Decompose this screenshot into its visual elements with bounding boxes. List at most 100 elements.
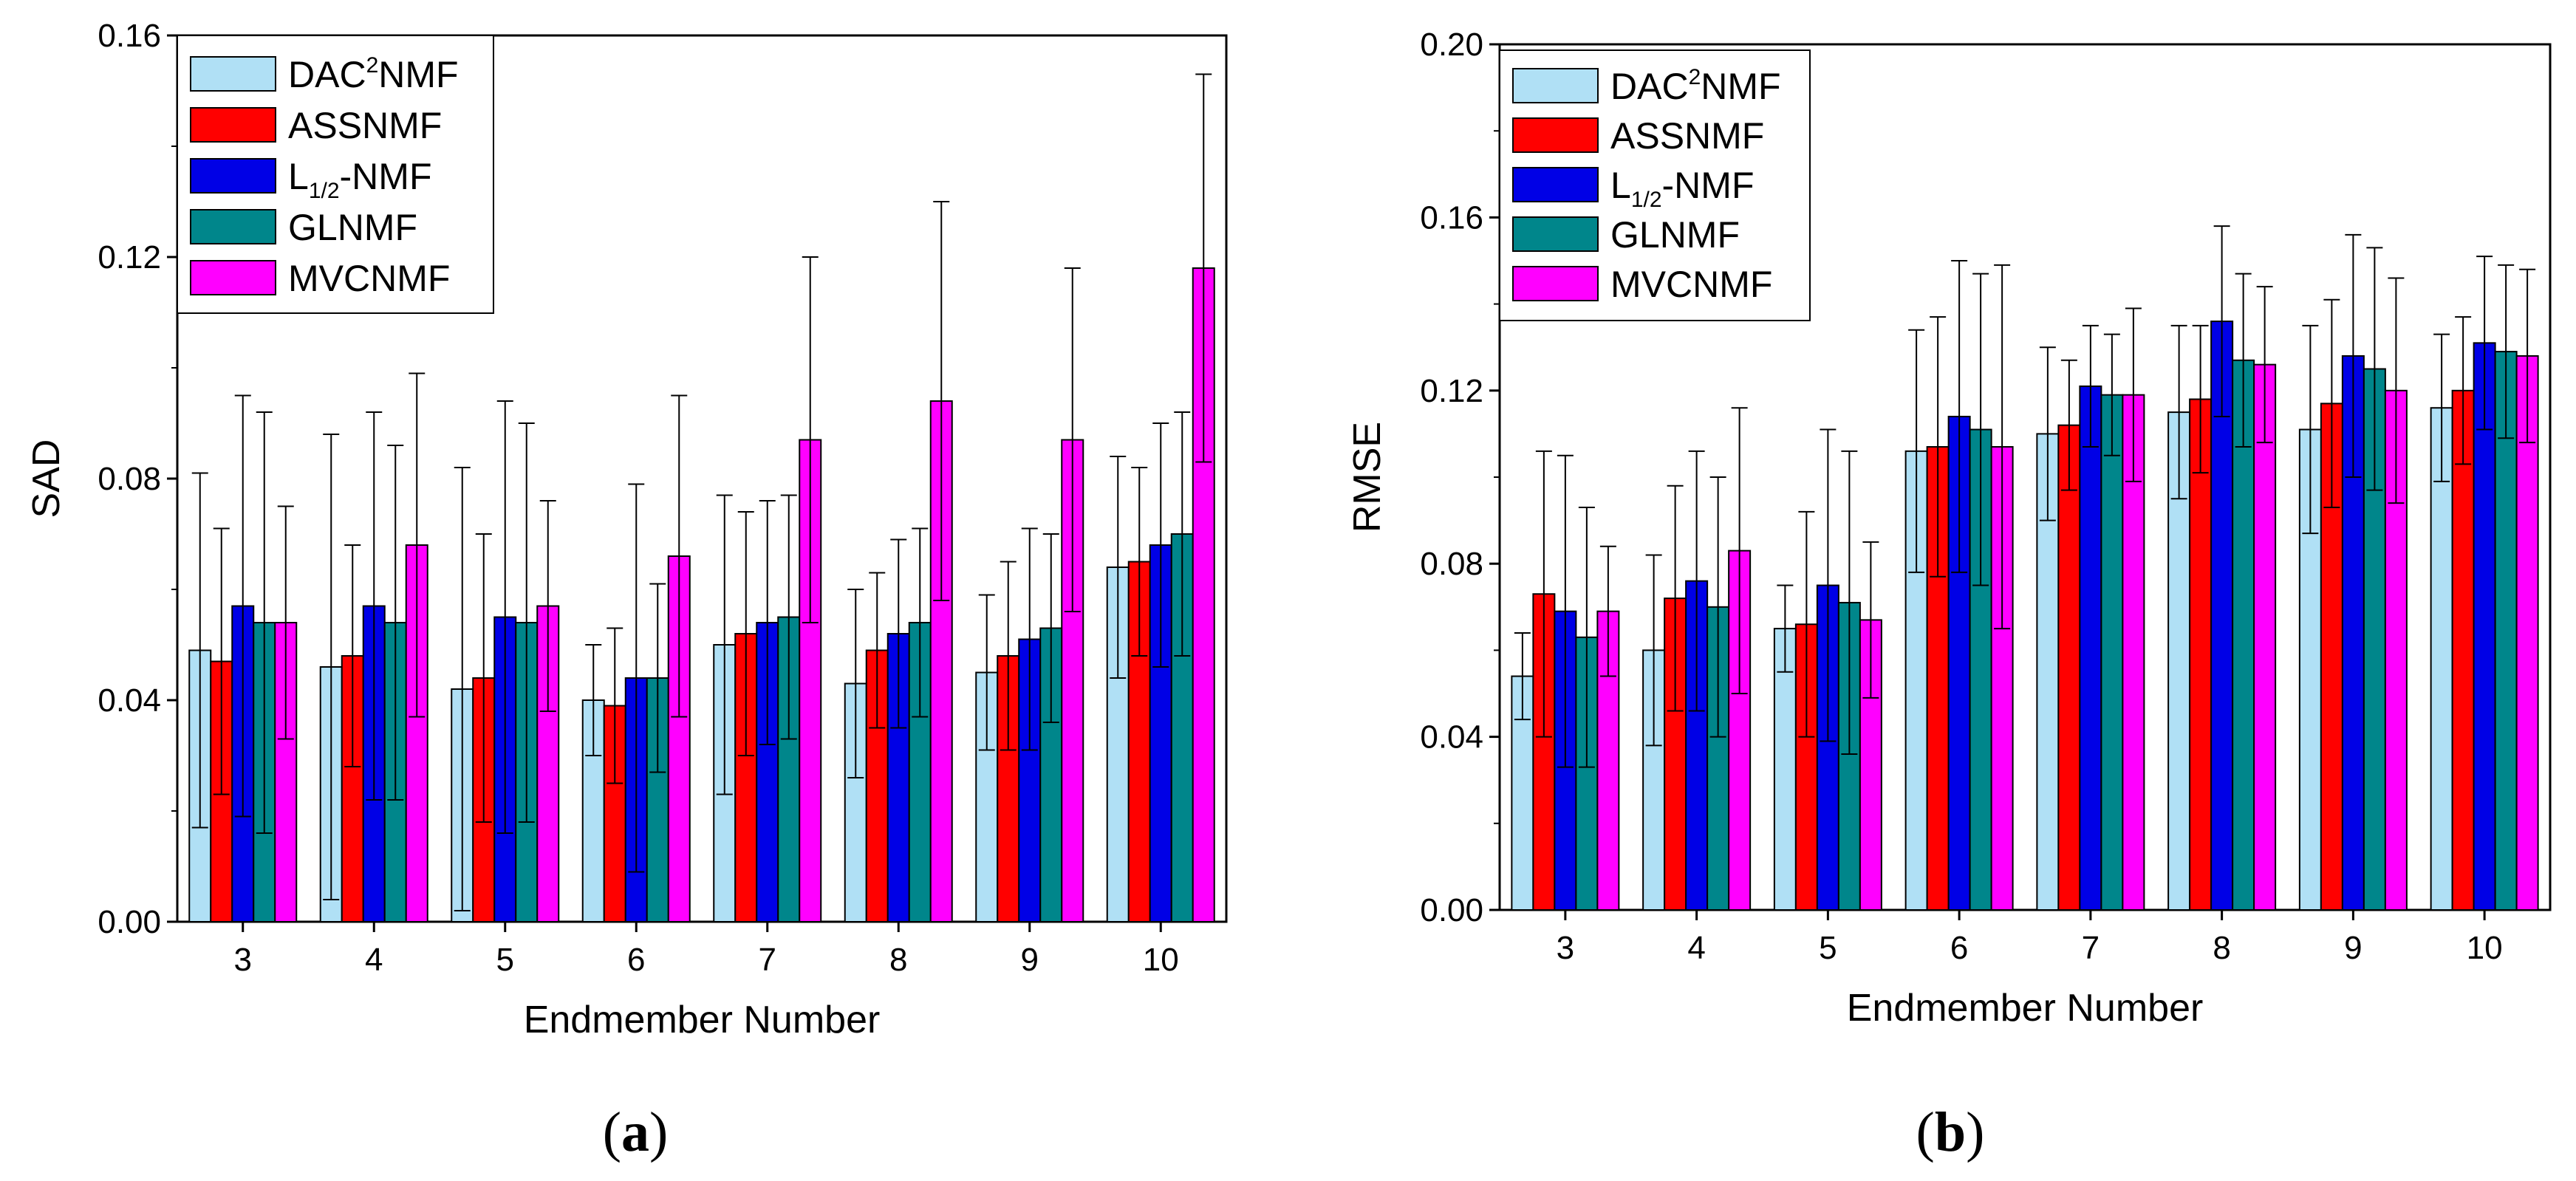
error-bar <box>1110 456 1127 679</box>
error-bar <box>2170 324 2187 500</box>
error-bar <box>1930 316 1947 578</box>
error-bar <box>191 472 208 829</box>
y-tick-label: 0.12 <box>98 239 161 275</box>
error-bar <box>1514 631 1531 721</box>
legend-swatch <box>1512 266 1599 301</box>
error-bar <box>2519 268 2536 444</box>
y-tick-label: 0.04 <box>98 682 161 719</box>
error-bar <box>454 467 471 911</box>
bar-mvcnmf-8 <box>2253 363 2277 911</box>
error-bar <box>2125 307 2142 482</box>
bar-assnmf-8 <box>2189 398 2213 911</box>
x-tick-label: 4 <box>365 942 383 978</box>
error-bar <box>496 400 513 834</box>
error-bar <box>1972 273 1989 586</box>
chart-panel-a: 0.00 0.04 0.08 0.12 0.16 3 4 5 6 7 8 9 10 DAC2NMF ASSN… <box>25 18 1228 1163</box>
error-bar <box>2366 247 2383 491</box>
error-bar <box>1174 411 1191 657</box>
bar-dac2nmf-9 <box>2298 428 2322 911</box>
error-bar <box>1599 545 1616 677</box>
error-bar <box>1709 476 1726 738</box>
error-bar <box>234 394 251 818</box>
bar-l12nmf-7 <box>2079 385 2102 911</box>
legend-label: ASSNMF <box>1610 115 1764 157</box>
error-bar <box>409 372 426 718</box>
legend-swatch <box>1512 216 1599 252</box>
bar-assnmf-7 <box>2057 424 2081 911</box>
error-bar <box>737 511 754 756</box>
bar-assnmf-10 <box>2451 389 2475 911</box>
legend-label: GLNMF <box>288 207 417 248</box>
legend-swatch <box>190 260 276 295</box>
y-tick-label: 0.20 <box>1420 27 1483 63</box>
error-bar <box>1688 450 1705 712</box>
x-tick-label: 3 <box>1557 930 1574 966</box>
legend-swatch <box>190 56 276 92</box>
error-bar <box>649 583 666 773</box>
error-bar <box>1152 422 1169 668</box>
error-bar <box>1557 454 1574 768</box>
error-bar <box>2476 256 2493 431</box>
x-tick-label: 9 <box>1021 942 1039 978</box>
legend-label: L1/2-NMF <box>288 156 431 203</box>
error-bar <box>518 422 535 823</box>
x-axis-title: Endmember Number <box>524 999 881 1041</box>
error-bar <box>1064 267 1081 612</box>
x-tick-label: 10 <box>1143 942 1179 978</box>
error-bar <box>585 644 602 756</box>
error-bar <box>978 594 995 751</box>
error-bar <box>256 411 273 834</box>
bar-dac2nmf-5 <box>1773 628 1797 911</box>
error-bar <box>912 527 929 718</box>
error-bar <box>2039 346 2056 521</box>
error-bar <box>2433 333 2450 482</box>
error-bar <box>539 500 556 712</box>
error-bar <box>2060 359 2077 491</box>
error-bar <box>2192 324 2209 474</box>
legend-label: L1/2-NMF <box>1610 165 1754 212</box>
error-bar <box>628 483 645 873</box>
y-tick-label: 0.04 <box>1420 719 1483 756</box>
legend-label: DAC2NMF <box>288 53 459 95</box>
y-tick-label: 0.12 <box>1420 373 1483 409</box>
error-bar <box>780 494 797 740</box>
error-bar <box>277 505 294 740</box>
y-tick-label: 0.08 <box>1420 546 1483 582</box>
error-bar <box>1994 264 2011 630</box>
chart-panel-b: 0.00 0.04 0.08 0.12 0.16 0.20 3 4 5 6 7 8 9 10 DAC2NMF… <box>1346 27 2552 1163</box>
error-bar <box>1000 561 1017 751</box>
error-bar <box>1667 485 1684 712</box>
error-bar <box>2323 298 2340 509</box>
x-tick-label: 6 <box>627 942 645 978</box>
error-bar <box>2213 225 2230 417</box>
legend-swatch <box>190 158 276 194</box>
legend-swatch <box>1512 68 1599 103</box>
error-bar <box>847 589 864 778</box>
error-bar <box>1862 541 1879 699</box>
panel-label: (b) <box>1916 1101 1985 1163</box>
error-bar <box>1731 407 1748 694</box>
error-bar <box>1908 329 1925 573</box>
x-tick-label: 3 <box>234 942 252 978</box>
error-bar <box>387 445 404 801</box>
error-bar <box>1645 554 1662 747</box>
x-axis-title: Endmember Number <box>1847 987 2204 1030</box>
error-bar <box>671 394 688 718</box>
legend-label: ASSNMF <box>288 105 442 146</box>
error-bar <box>869 572 886 729</box>
x-tick-label: 6 <box>1950 930 1968 966</box>
error-bar <box>759 500 776 745</box>
x-tick-label: 7 <box>759 942 776 978</box>
error-bar <box>802 256 819 623</box>
error-bar <box>2235 273 2252 448</box>
x-tick-label: 5 <box>496 942 514 978</box>
x-tick-label: 8 <box>2213 930 2230 966</box>
error-bar <box>2345 233 2362 478</box>
x-tick-label: 7 <box>2082 930 2100 966</box>
error-bar <box>1951 260 1968 573</box>
legend-swatch <box>190 107 276 143</box>
error-bar <box>2388 277 2405 504</box>
y-tick-label: 0.16 <box>98 18 161 54</box>
x-tick-label: 10 <box>2467 930 2503 966</box>
